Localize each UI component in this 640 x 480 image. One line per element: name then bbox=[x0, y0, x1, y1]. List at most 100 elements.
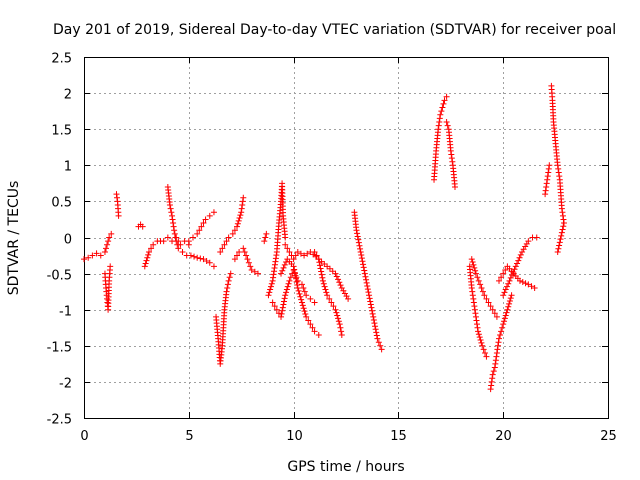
series-track-v bbox=[487, 292, 515, 393]
data-point bbox=[145, 251, 152, 258]
data-point bbox=[269, 299, 276, 306]
data-point bbox=[482, 350, 489, 357]
data-point bbox=[501, 318, 508, 325]
series-track-n bbox=[282, 241, 352, 302]
data-point bbox=[337, 324, 344, 331]
data-point bbox=[498, 274, 505, 281]
data-point bbox=[358, 252, 365, 259]
data-point bbox=[471, 264, 478, 271]
data-point bbox=[338, 328, 345, 335]
data-point bbox=[265, 292, 272, 299]
data-point bbox=[107, 263, 114, 270]
series-track-j bbox=[231, 245, 261, 277]
data-point bbox=[171, 227, 178, 234]
data-point bbox=[300, 305, 307, 312]
data-point bbox=[189, 234, 196, 241]
data-point bbox=[248, 266, 255, 273]
data-point bbox=[519, 279, 526, 286]
data-point bbox=[323, 289, 330, 296]
data-point bbox=[370, 313, 377, 320]
data-point bbox=[142, 260, 149, 267]
data-point bbox=[290, 263, 297, 270]
data-point bbox=[175, 245, 182, 252]
data-point bbox=[114, 194, 121, 201]
y-tick-label: -2 bbox=[59, 377, 72, 392]
data-point bbox=[281, 261, 288, 268]
data-point bbox=[197, 255, 204, 262]
data-point bbox=[489, 371, 496, 378]
data-point bbox=[494, 342, 501, 349]
series-track-l bbox=[265, 180, 289, 299]
data-points bbox=[81, 82, 567, 393]
data-point bbox=[493, 350, 500, 357]
data-point bbox=[357, 245, 364, 252]
data-point bbox=[234, 252, 241, 259]
data-point bbox=[93, 250, 100, 257]
data-point bbox=[493, 353, 500, 360]
data-point bbox=[515, 257, 522, 264]
data-point bbox=[334, 312, 341, 319]
data-point bbox=[281, 295, 288, 302]
data-point bbox=[294, 281, 301, 288]
data-point bbox=[522, 280, 529, 287]
data-point bbox=[296, 290, 303, 297]
data-point bbox=[234, 223, 241, 230]
data-point bbox=[361, 267, 368, 274]
data-point bbox=[556, 239, 563, 246]
data-point bbox=[298, 281, 305, 288]
data-point bbox=[500, 321, 507, 328]
data-point bbox=[500, 292, 507, 299]
data-point bbox=[282, 241, 289, 248]
data-point bbox=[297, 250, 304, 257]
data-point bbox=[337, 282, 344, 289]
data-point bbox=[194, 230, 201, 237]
series-track-h bbox=[213, 270, 234, 367]
data-point bbox=[511, 266, 518, 273]
data-point bbox=[200, 256, 207, 263]
data-point bbox=[185, 238, 192, 245]
data-point bbox=[301, 288, 308, 295]
data-point bbox=[278, 313, 285, 320]
data-point bbox=[491, 310, 498, 317]
data-point bbox=[560, 216, 567, 223]
data-point bbox=[285, 280, 292, 287]
x-tick-label: 0 bbox=[80, 429, 88, 444]
data-point bbox=[558, 205, 565, 212]
data-point bbox=[326, 295, 333, 302]
data-point bbox=[556, 173, 563, 180]
series-track-y bbox=[542, 162, 553, 198]
data-point bbox=[545, 169, 552, 176]
data-point bbox=[368, 304, 375, 311]
data-point bbox=[364, 282, 371, 289]
data-point bbox=[234, 220, 241, 227]
data-point bbox=[514, 260, 521, 267]
data-point bbox=[354, 233, 361, 240]
data-point bbox=[501, 289, 508, 296]
data-point bbox=[316, 262, 323, 269]
data-point bbox=[275, 310, 282, 317]
data-point bbox=[169, 212, 176, 219]
data-point bbox=[506, 300, 513, 307]
data-point bbox=[555, 165, 562, 172]
data-point bbox=[435, 122, 442, 129]
data-point bbox=[311, 248, 318, 255]
data-point bbox=[554, 248, 561, 255]
data-point bbox=[519, 248, 526, 255]
data-point bbox=[229, 230, 236, 237]
data-point bbox=[559, 226, 566, 233]
y-tick-label: 0.5 bbox=[51, 196, 72, 211]
data-point bbox=[475, 277, 482, 284]
data-point bbox=[448, 151, 455, 158]
y-tick-label: -1 bbox=[59, 305, 72, 320]
data-point bbox=[311, 328, 318, 335]
data-point bbox=[503, 309, 510, 316]
data-point bbox=[292, 252, 299, 259]
data-point bbox=[254, 270, 261, 277]
data-point bbox=[315, 331, 322, 338]
data-point bbox=[313, 252, 320, 259]
data-point bbox=[318, 268, 325, 275]
data-point bbox=[343, 293, 350, 300]
data-point bbox=[436, 115, 443, 122]
data-point bbox=[105, 238, 112, 245]
data-point bbox=[202, 216, 209, 223]
